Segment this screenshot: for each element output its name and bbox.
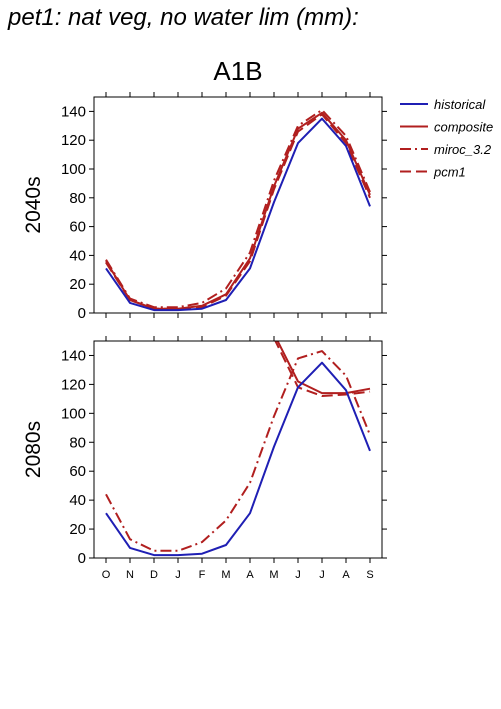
chart-panels: 0 20 40 60 80 100 120 140 2040s 0 20 40 60 80 100 120 14… <box>22 92 387 581</box>
legend-label: historical <box>434 97 486 112</box>
legend: historical composite miroc_3.2 pcm1 <box>400 97 493 180</box>
y-tick-label: 140 <box>61 347 86 364</box>
y-tick-label: 40 <box>69 492 86 509</box>
chart-panel-2080s: 0 20 40 60 80 100 120 140 O N D J F M A M J J A S 2080s <box>22 336 387 581</box>
series-group <box>105 109 371 312</box>
legend-label: pcm1 <box>433 165 466 180</box>
y-tick-label: 40 <box>69 247 86 264</box>
plot-frame <box>93 96 383 314</box>
y-tick-label: 100 <box>61 161 86 178</box>
legend-item: composite <box>400 120 493 135</box>
plot-frame <box>93 340 383 559</box>
y-tick-label: 140 <box>61 103 86 120</box>
y-tick-label: 80 <box>69 434 86 451</box>
series-line-composite <box>105 111 371 310</box>
x-tick-label: O <box>102 569 111 581</box>
x-tick-label: M <box>221 569 230 581</box>
page-title: pet1: nat veg, no water lim (mm): <box>8 4 359 31</box>
x-tick-label: J <box>175 569 181 581</box>
y-tick-label: 100 <box>61 405 86 422</box>
x-tick-label: A <box>342 569 350 581</box>
series-line-historical <box>105 361 371 557</box>
panel-label: 2040s <box>22 176 45 233</box>
series-line-miroc-3-2 <box>105 109 371 309</box>
legend-label: miroc_3.2 <box>434 142 492 157</box>
series-line-pcm1 <box>105 113 371 310</box>
chart-panel-2040s: 0 20 40 60 80 100 120 140 2040s <box>22 92 387 322</box>
y-tick-label: 80 <box>69 190 86 207</box>
x-tick-label: M <box>269 569 278 581</box>
x-tick-label: S <box>366 569 373 581</box>
legend-item: pcm1 <box>400 165 466 180</box>
y-tick-label: 60 <box>69 219 86 236</box>
x-tick-label: D <box>150 569 158 581</box>
x-tick-label: A <box>246 569 254 581</box>
legend-item: historical <box>400 97 486 112</box>
legend-label: composite <box>434 120 493 135</box>
x-tick-label: J <box>319 569 325 581</box>
series-group <box>105 341 371 557</box>
legend-item: miroc_3.2 <box>400 142 492 157</box>
y-tick-label: 60 <box>69 463 86 480</box>
y-tick-label: 20 <box>69 276 86 293</box>
x-tick-label: N <box>126 569 134 581</box>
series-line-pcm1 <box>274 341 371 397</box>
series-line-historical <box>105 117 371 312</box>
scenario-title: A1B <box>213 56 262 86</box>
series-line-composite <box>276 341 371 395</box>
x-tick-label: J <box>295 569 301 581</box>
panel-label: 2080s <box>22 421 45 478</box>
x-tick-label: F <box>199 569 206 581</box>
y-tick-label: 120 <box>61 132 86 149</box>
y-tick-label: 0 <box>78 550 86 567</box>
y-tick-label: 20 <box>69 521 86 538</box>
series-line-miroc-3-2 <box>105 350 371 552</box>
y-tick-label: 0 <box>78 305 86 322</box>
y-tick-label: 120 <box>61 376 86 393</box>
